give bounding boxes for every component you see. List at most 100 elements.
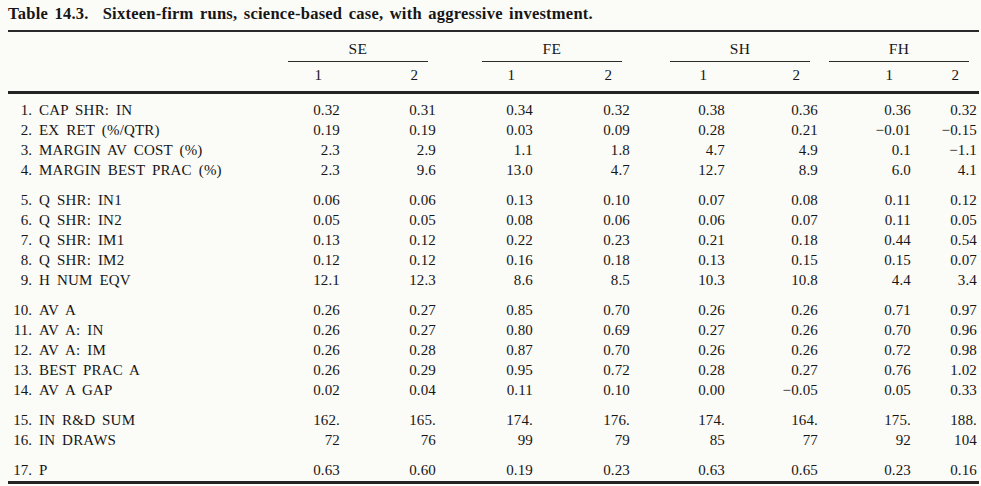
- group-spacer: [8, 450, 979, 460]
- value-cell: 0.12: [252, 250, 342, 270]
- row-label-text: IN R&D SUM: [39, 412, 135, 428]
- value-cell: 104: [913, 430, 979, 450]
- row-number: 13.: [8, 360, 32, 380]
- row-number: 6.: [8, 210, 32, 230]
- value-cell: 174.: [632, 410, 727, 430]
- row-label-text: Q SHR: IN2: [39, 212, 122, 228]
- empty-corner-cell: [8, 32, 252, 62]
- group-spacer: [8, 400, 979, 410]
- value-cell: 72: [252, 430, 342, 450]
- row-label: 12. AV A: IM: [8, 340, 252, 360]
- table-row: 16.IN DRAWS 72 76 99 79 85 77 92 104: [8, 430, 979, 450]
- row-label: 5.Q SHR: IN1: [8, 190, 252, 210]
- value-cell: 12.7: [632, 160, 727, 180]
- row-number: 4.: [8, 160, 32, 180]
- table-row: 6.Q SHR: IN2 0.05 0.05 0.08 0.06 0.06 0.…: [8, 210, 979, 230]
- row-label-text: Q SHR: IN1: [39, 192, 122, 208]
- value-cell: 0.71: [820, 300, 913, 320]
- value-cell: 0.07: [913, 250, 979, 270]
- row-label-text: IN DRAWS: [39, 432, 116, 448]
- value-cell: 0.12: [342, 250, 438, 270]
- value-cell: 0.27: [342, 320, 438, 340]
- row-number: 10.: [8, 300, 32, 320]
- value-cell: 0.16: [438, 250, 535, 270]
- value-cell: 0.98: [913, 340, 979, 360]
- group-spacer: [8, 93, 979, 101]
- group-spacer-cell: [8, 450, 979, 460]
- value-cell: 188.: [913, 410, 979, 430]
- row-number: 3.: [8, 140, 32, 160]
- row-label: 4.MARGIN BEST PRAC (%): [8, 160, 252, 180]
- empty-label-cell: [8, 62, 252, 93]
- row-label: 9.H NUM EQV: [8, 270, 252, 290]
- column-group-label: SH: [670, 40, 810, 62]
- sub-header: 2: [727, 62, 820, 93]
- column-group-row: SE FE SH FH: [8, 32, 979, 62]
- row-label: 14.AV A GAP: [8, 380, 252, 400]
- table-row: 5.Q SHR: IN1 0.06 0.06 0.13 0.10 0.07 0.…: [8, 190, 979, 210]
- row-label-text: BEST PRAC A: [39, 362, 140, 378]
- value-cell: 0.07: [632, 190, 727, 210]
- value-cell: 0.33: [913, 380, 979, 400]
- row-number: 16.: [8, 430, 32, 450]
- row-label-text: AV A: IM: [39, 342, 106, 358]
- value-cell: 6.0: [820, 160, 913, 180]
- value-cell: 0.06: [632, 210, 727, 230]
- value-cell: 0.11: [438, 380, 535, 400]
- value-cell: 0.06: [342, 190, 438, 210]
- row-number: 12.: [8, 340, 32, 360]
- value-cell: 4.4: [820, 270, 913, 290]
- value-cell: 0.70: [535, 340, 632, 360]
- value-cell: 0.12: [913, 190, 979, 210]
- value-cell: 0.26: [252, 360, 342, 380]
- row-number: 11.: [8, 320, 32, 340]
- value-cell: −1.1: [913, 140, 979, 160]
- row-label: 7.Q SHR: IM1: [8, 230, 252, 250]
- table-body: 1.CAP SHR: IN 0.32 0.31 0.34 0.32 0.38 0…: [8, 93, 979, 481]
- value-cell: 0.26: [632, 340, 727, 360]
- value-cell: 12.3: [342, 270, 438, 290]
- table-row: 15.IN R&D SUM 162. 165. 174. 176. 174. 1…: [8, 410, 979, 430]
- value-cell: 0.69: [535, 320, 632, 340]
- value-cell: 0.23: [535, 230, 632, 250]
- value-cell: 0.13: [252, 230, 342, 250]
- value-cell: 0.27: [727, 360, 820, 380]
- value-cell: 0.18: [535, 250, 632, 270]
- value-cell: 0.16: [913, 460, 979, 480]
- value-cell: 1.02: [913, 360, 979, 380]
- value-cell: 0.87: [438, 340, 535, 360]
- sub-header: 2: [913, 62, 979, 93]
- value-cell: 79: [535, 430, 632, 450]
- table-header: SE FE SH FH 1 2 1 2 1 2 1: [8, 32, 979, 93]
- value-cell: 0.19: [438, 460, 535, 480]
- value-cell: 9.6: [342, 160, 438, 180]
- value-cell: 0.23: [535, 460, 632, 480]
- row-number: 7.: [8, 230, 32, 250]
- value-cell: 0.63: [632, 460, 727, 480]
- group-spacer: [8, 290, 979, 300]
- value-cell: 0.72: [535, 360, 632, 380]
- table-row: 9.H NUM EQV 12.1 12.3 8.6 8.5 10.3 10.8 …: [8, 270, 979, 290]
- value-cell: 0.23: [820, 460, 913, 480]
- value-cell: 0.07: [727, 210, 820, 230]
- value-cell: 0.02: [252, 380, 342, 400]
- value-cell: 175.: [820, 410, 913, 430]
- value-cell: 0.95: [438, 360, 535, 380]
- value-cell: 0.44: [820, 230, 913, 250]
- value-cell: 0.70: [535, 300, 632, 320]
- value-cell: 99: [438, 430, 535, 450]
- row-label: 13. BEST PRAC A: [8, 360, 252, 380]
- value-cell: 0.00: [632, 380, 727, 400]
- row-label: 8.Q SHR: IM2: [8, 250, 252, 270]
- value-cell: 0.32: [252, 100, 342, 120]
- value-cell: 0.26: [252, 320, 342, 340]
- value-cell: 0.15: [820, 250, 913, 270]
- value-cell: 0.65: [727, 460, 820, 480]
- value-cell: 0.76: [820, 360, 913, 380]
- value-cell: 0.19: [342, 120, 438, 140]
- group-spacer-cell: [8, 180, 979, 190]
- value-cell: 176.: [535, 410, 632, 430]
- value-cell: 0.96: [913, 320, 979, 340]
- value-cell: 8.9: [727, 160, 820, 180]
- value-cell: 8.6: [438, 270, 535, 290]
